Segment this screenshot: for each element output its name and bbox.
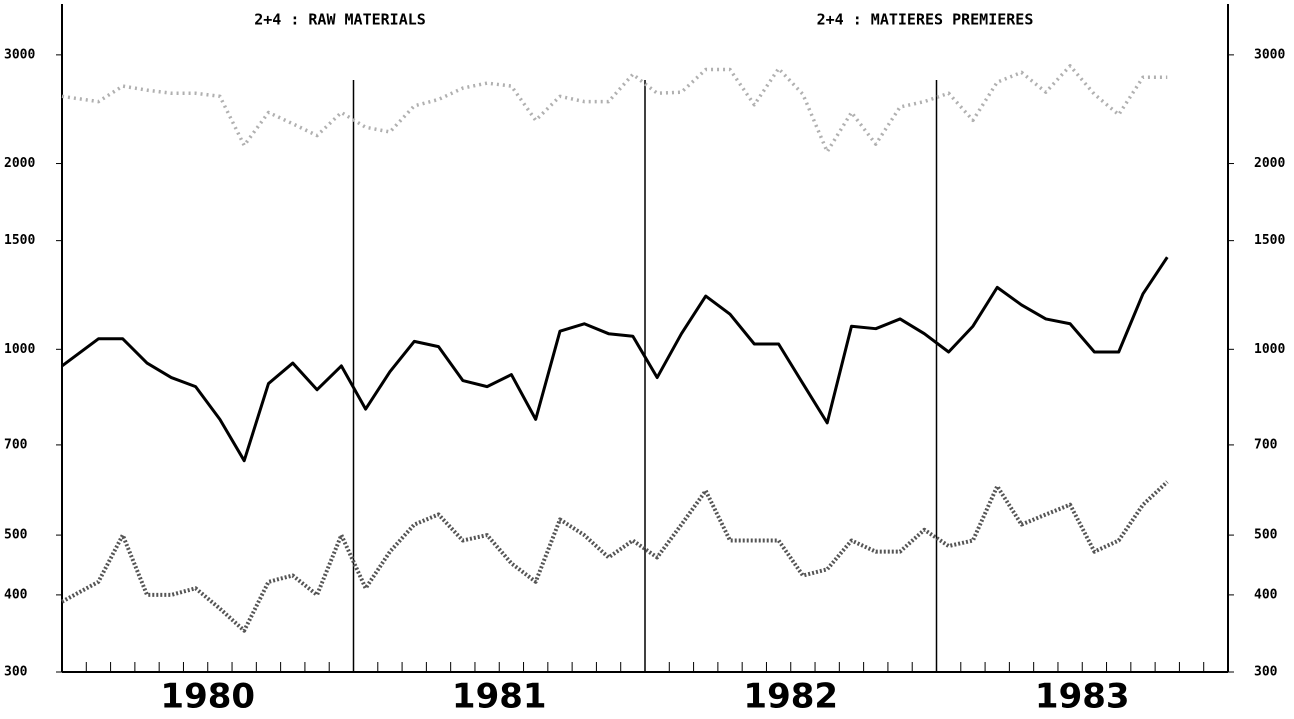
chart-title: 2+4 : RAW MATERIALS — [254, 11, 426, 29]
chart-subtitle: 2+4 : MATIERES PREMIERES — [817, 11, 1034, 29]
y-tick-label-right: 700 — [1254, 437, 1278, 452]
year-label: 1980 — [160, 677, 255, 717]
y-tick-label: 300 — [4, 665, 28, 680]
y-tick-label: 500 — [4, 528, 28, 543]
year-label: 1982 — [743, 677, 838, 717]
y-tick-label: 700 — [4, 437, 28, 452]
y-tick-label-right: 1500 — [1254, 233, 1285, 248]
series-line — [61, 480, 1169, 633]
year-label: 1983 — [1035, 677, 1130, 717]
y-tick-label: 400 — [4, 587, 28, 602]
y-tick-label-right: 2000 — [1254, 156, 1285, 171]
year-label: 1981 — [452, 677, 547, 717]
series-line — [61, 64, 1168, 154]
series-line — [61, 256, 1169, 463]
y-tick-label: 2000 — [4, 156, 35, 171]
y-tick-label: 1000 — [4, 342, 35, 357]
y-tick-label-right: 500 — [1254, 528, 1278, 543]
y-tick-label-right: 300 — [1254, 665, 1278, 680]
y-tick-label-right: 400 — [1254, 587, 1278, 602]
y-tick-label: 1500 — [4, 233, 35, 248]
y-tick-label-right: 3000 — [1254, 47, 1285, 62]
y-tick-label-right: 1000 — [1254, 342, 1285, 357]
y-tick-label: 3000 — [4, 47, 35, 62]
